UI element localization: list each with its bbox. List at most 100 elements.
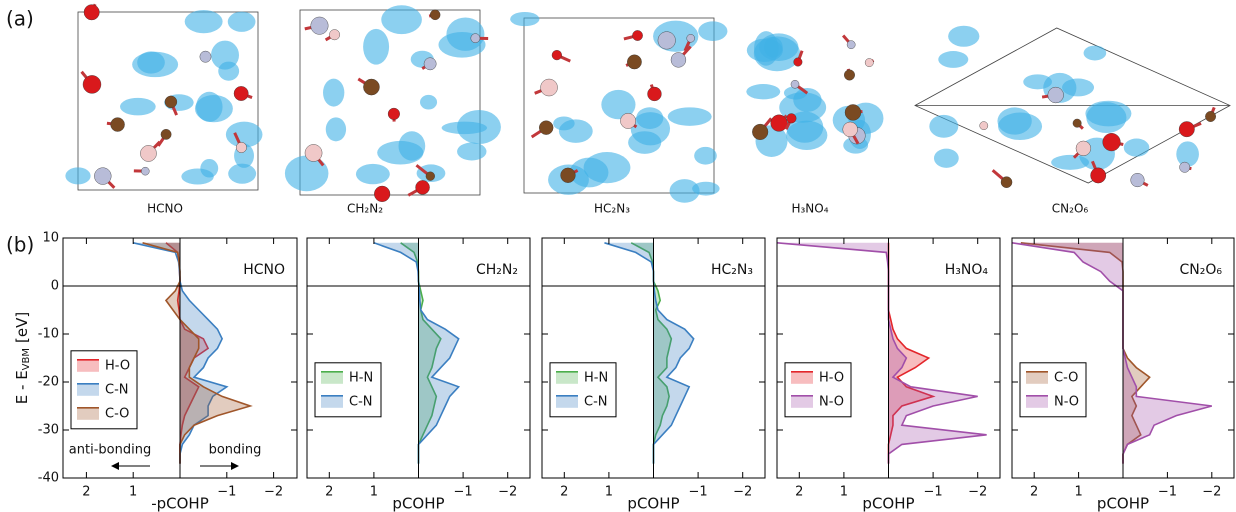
panel-title: CN₂O₆ [1180,262,1223,278]
area-fill [604,243,693,464]
y-tick-label: -30 [38,423,59,438]
density-blob [218,62,239,81]
x-tick-label: 1 [1074,485,1082,500]
x-tick-label: −1 [454,485,473,500]
annotation: anti-bonding [69,443,151,458]
atom [980,122,988,130]
legend-swatch [77,360,99,372]
atom [1048,87,1064,103]
density-blob [1051,155,1089,170]
x-tick-label: −1 [1158,485,1177,500]
atom [1091,168,1106,183]
structure-label: CH₂N₂ [347,202,383,216]
atom [627,55,641,69]
density-blob [377,141,423,165]
density-blob [698,21,727,41]
atom [471,34,480,43]
x-tick-label: −2 [968,485,987,500]
legend-label: C-N [105,382,129,397]
area-fill [374,243,459,464]
density-blob [181,169,213,185]
x-axis-label: pCOHP [862,495,914,512]
atom [620,113,635,128]
x-tick-label: 1 [605,485,613,500]
density-blob [1023,74,1052,89]
atom [787,114,797,124]
atom [561,168,576,183]
x-axis-label: pCOHP [627,495,679,512]
structure-label: CN₂O₆ [1052,202,1089,216]
atom [541,79,558,96]
legend-label: C-N [349,394,373,409]
atom [84,5,99,20]
x-tick-label: −2 [264,485,283,500]
panel-title: CH₂N₂ [476,262,518,278]
density-blob [323,79,344,107]
atom [363,79,379,95]
density-blob [285,155,329,191]
legend-swatch [1026,372,1048,384]
x-tick-label: −2 [1202,485,1221,500]
y-tick-label: -10 [38,327,59,342]
atom [552,50,562,60]
legend: H-OC-NC-O [71,351,137,429]
atom [1103,133,1121,151]
density-blob [764,37,783,58]
y-label-sub: VBM [21,348,32,370]
x-tick-label: 2 [1030,485,1038,500]
x-axis-label: -pCOHP [151,495,209,512]
atom [388,108,400,120]
atom [771,115,788,132]
density-blob [137,51,165,73]
density-blob [929,115,958,138]
density-blob [934,149,959,168]
density-blob [668,107,712,125]
atom [424,58,436,70]
panel-label: (a) [6,7,34,31]
density-blob [420,95,437,110]
legend-swatch [321,372,343,384]
x-tick-label: 2 [560,485,568,500]
atom [632,30,642,40]
density-blob [228,12,256,32]
x-tick-label: 2 [795,485,803,500]
legend-label: N-O [819,394,844,409]
x-axis-label: pCOHP [1097,495,1149,512]
atom [845,104,861,120]
x-tick-label: 1 [840,485,848,500]
atom [329,30,339,40]
x-tick-label: −2 [498,485,517,500]
y-tick-label: 0 [51,279,59,294]
density-blob [746,84,780,99]
atom [111,118,125,132]
atom [140,145,156,161]
atom [234,86,248,100]
atom [374,186,390,202]
atom [648,87,662,101]
x-tick-label: 2 [325,485,333,500]
legend-label: C-O [1054,370,1078,385]
atom [1076,141,1091,156]
density-blob [1084,46,1107,61]
structure-label: HC₂N₃ [594,202,630,216]
density-blob [185,10,223,33]
atom [83,75,101,93]
x-tick-label: 1 [370,485,378,500]
density-blob [326,117,346,141]
atom [161,129,171,139]
density-blob [381,5,422,34]
atom [1001,177,1012,188]
legend: H-NC-N [315,363,381,417]
atom [847,41,855,49]
legend-swatch [556,396,578,408]
panel-title: HCNO [243,262,285,278]
density-blob [694,147,717,165]
legend-swatch [77,384,99,396]
legend-swatch [791,372,813,384]
density-blob [938,51,968,68]
series-line [143,243,251,464]
x-tick-label: 2 [82,485,90,500]
atom [791,80,799,88]
legend-label: C-O [105,406,129,421]
